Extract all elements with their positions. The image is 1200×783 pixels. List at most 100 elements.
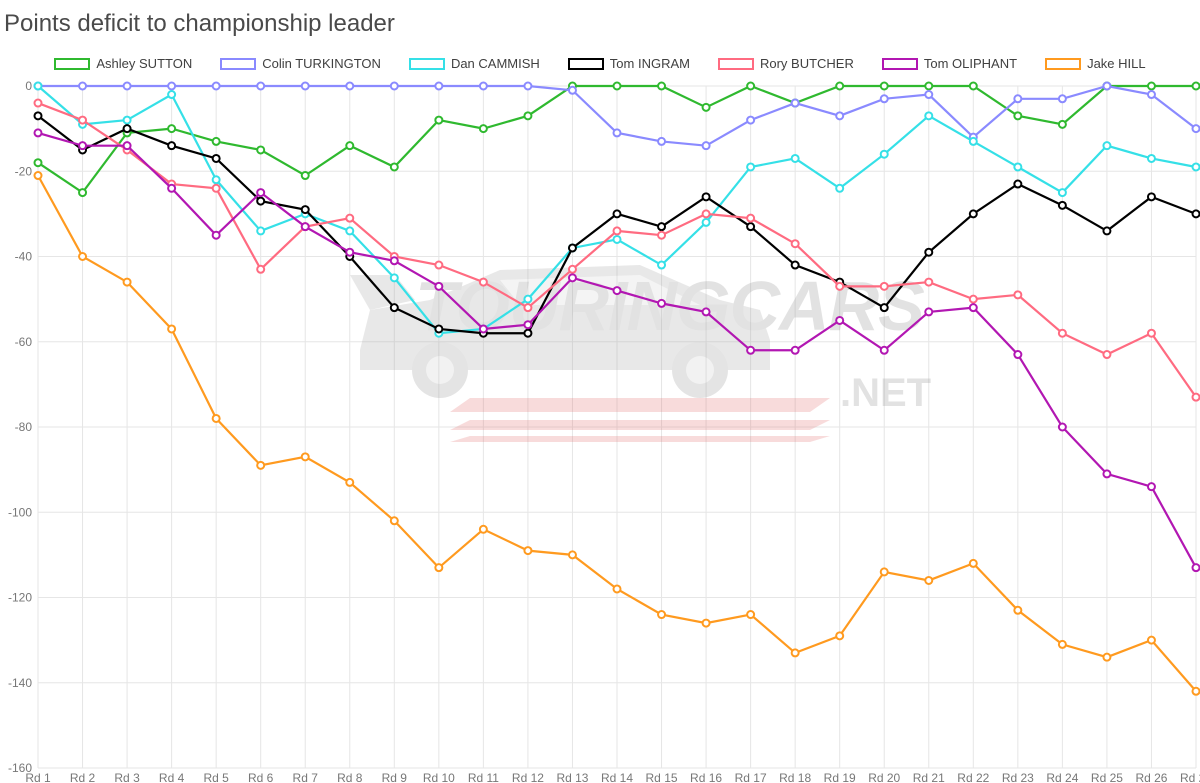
x-tick-label: Rd 21 bbox=[913, 771, 945, 783]
series-marker bbox=[524, 296, 531, 303]
series-marker bbox=[1103, 351, 1110, 358]
series-marker bbox=[925, 112, 932, 119]
x-tick-label: Rd 25 bbox=[1091, 771, 1123, 783]
series-marker bbox=[1059, 424, 1066, 431]
series-marker bbox=[213, 176, 220, 183]
series-marker bbox=[836, 632, 843, 639]
series-marker bbox=[1059, 189, 1066, 196]
chart-plot: 0-20-40-60-80-100-120-140-160Rd 1Rd 2Rd … bbox=[0, 0, 1200, 783]
series-marker bbox=[79, 117, 86, 124]
series-marker bbox=[569, 551, 576, 558]
series-marker bbox=[480, 279, 487, 286]
series-marker bbox=[1148, 193, 1155, 200]
series-marker bbox=[1103, 654, 1110, 661]
series-marker bbox=[1148, 83, 1155, 90]
series-marker bbox=[391, 83, 398, 90]
x-tick-label: Rd 3 bbox=[114, 771, 140, 783]
x-tick-label: Rd 24 bbox=[1046, 771, 1078, 783]
series-marker bbox=[925, 91, 932, 98]
series-marker bbox=[747, 223, 754, 230]
x-tick-label: Rd 18 bbox=[779, 771, 811, 783]
series-marker bbox=[302, 223, 309, 230]
series-marker bbox=[703, 620, 710, 627]
series-marker bbox=[257, 227, 264, 234]
series-marker bbox=[257, 83, 264, 90]
x-tick-label: Rd 5 bbox=[203, 771, 229, 783]
series-marker bbox=[1059, 202, 1066, 209]
series-marker bbox=[480, 526, 487, 533]
x-tick-label: Rd 20 bbox=[868, 771, 900, 783]
y-tick-label: -60 bbox=[15, 335, 33, 349]
series-marker bbox=[1193, 210, 1200, 217]
series-marker bbox=[124, 142, 131, 149]
series-marker bbox=[213, 185, 220, 192]
series-marker bbox=[925, 249, 932, 256]
series-marker bbox=[346, 215, 353, 222]
series-marker bbox=[1193, 83, 1200, 90]
x-tick-label: Rd 8 bbox=[337, 771, 363, 783]
series-marker bbox=[569, 274, 576, 281]
series-marker bbox=[435, 83, 442, 90]
series-marker bbox=[747, 163, 754, 170]
x-tick-label: Rd 26 bbox=[1135, 771, 1167, 783]
series-marker bbox=[614, 236, 621, 243]
series-marker bbox=[792, 100, 799, 107]
series-marker bbox=[168, 83, 175, 90]
series-marker bbox=[881, 568, 888, 575]
series-marker bbox=[792, 262, 799, 269]
series-marker bbox=[970, 210, 977, 217]
series-marker bbox=[1193, 394, 1200, 401]
series-marker bbox=[257, 146, 264, 153]
x-tick-label: Rd 12 bbox=[512, 771, 544, 783]
series-marker bbox=[658, 611, 665, 618]
series-marker bbox=[747, 215, 754, 222]
x-tick-label: Rd 9 bbox=[382, 771, 408, 783]
series-marker bbox=[614, 227, 621, 234]
series-marker bbox=[569, 244, 576, 251]
series-marker bbox=[614, 83, 621, 90]
series-marker bbox=[257, 189, 264, 196]
series-marker bbox=[1148, 637, 1155, 644]
series-marker bbox=[1014, 291, 1021, 298]
series-marker bbox=[1014, 95, 1021, 102]
series-marker bbox=[658, 223, 665, 230]
series-marker bbox=[792, 155, 799, 162]
series-marker bbox=[391, 163, 398, 170]
series-marker bbox=[524, 321, 531, 328]
series-marker bbox=[213, 155, 220, 162]
x-tick-label: Rd 23 bbox=[1002, 771, 1034, 783]
x-tick-label: Rd 22 bbox=[957, 771, 989, 783]
series-marker bbox=[346, 83, 353, 90]
series-marker bbox=[391, 517, 398, 524]
series-marker bbox=[1059, 95, 1066, 102]
y-tick-label: -120 bbox=[8, 591, 32, 605]
series-marker bbox=[168, 325, 175, 332]
series-marker bbox=[970, 304, 977, 311]
series-marker bbox=[79, 253, 86, 260]
x-tick-label: Rd 27 bbox=[1180, 771, 1200, 783]
series-marker bbox=[658, 262, 665, 269]
series-marker bbox=[970, 138, 977, 145]
series-marker bbox=[168, 142, 175, 149]
series-marker bbox=[792, 649, 799, 656]
series-marker bbox=[1014, 163, 1021, 170]
x-tick-label: Rd 6 bbox=[248, 771, 274, 783]
series-marker bbox=[1014, 181, 1021, 188]
series-marker bbox=[1148, 91, 1155, 98]
y-tick-label: -40 bbox=[15, 250, 33, 264]
series-marker bbox=[35, 83, 42, 90]
series-marker bbox=[168, 125, 175, 132]
series-marker bbox=[881, 151, 888, 158]
series-marker bbox=[569, 87, 576, 94]
series-marker bbox=[391, 274, 398, 281]
svg-text:.NET: .NET bbox=[840, 371, 931, 415]
series-marker bbox=[124, 83, 131, 90]
series-marker bbox=[480, 325, 487, 332]
series-marker bbox=[435, 564, 442, 571]
y-tick-label: -20 bbox=[15, 164, 33, 178]
series-marker bbox=[658, 138, 665, 145]
series-marker bbox=[391, 304, 398, 311]
series-marker bbox=[524, 304, 531, 311]
series-marker bbox=[614, 287, 621, 294]
series-marker bbox=[524, 83, 531, 90]
